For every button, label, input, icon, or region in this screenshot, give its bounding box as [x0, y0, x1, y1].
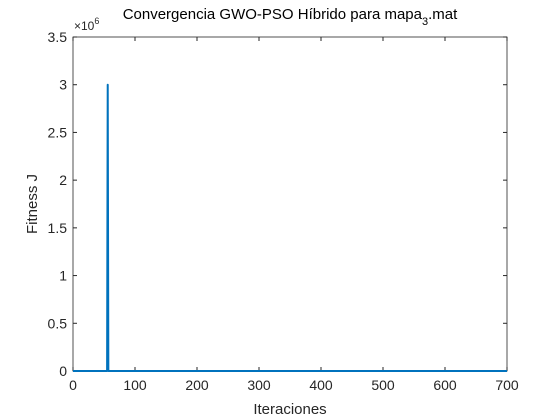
chart-title: Convergencia GWO-PSO Híbrido para mapa3.…	[123, 6, 458, 28]
y-tick-label: 2	[59, 172, 67, 188]
x-tick-label: 700	[495, 377, 519, 393]
y-tick-label: 1.5	[48, 220, 68, 236]
x-tick-label: 400	[309, 377, 333, 393]
x-tick-label: 0	[69, 377, 77, 393]
title-subscript: 3	[422, 16, 428, 28]
y-axis-label: Fitness J	[24, 174, 41, 234]
y-tick-label: 0.5	[48, 315, 68, 331]
y-exponent: ×106	[74, 16, 99, 33]
x-tick-label: 600	[433, 377, 457, 393]
x-tick-label: 300	[247, 377, 271, 393]
y-tick-label: 3	[59, 77, 67, 93]
exponent-power: 6	[94, 16, 99, 26]
x-tick-label: 100	[123, 377, 147, 393]
exponent-base: ×10	[74, 19, 95, 33]
data-line	[73, 83, 507, 372]
y-tick-label: 1	[59, 268, 67, 284]
y-tick-label: 2.5	[48, 124, 68, 140]
x-tick-label: 500	[371, 377, 395, 393]
y-tick-label: 3.5	[48, 29, 68, 45]
title-part: Convergencia GWO-PSO Híbrido para mapa	[123, 6, 423, 23]
axes-box	[72, 36, 508, 372]
title-part: .mat	[428, 6, 458, 23]
y-tick-label: 0	[59, 363, 67, 379]
x-axis-label: Iteraciones	[253, 401, 326, 418]
x-tick-label: 200	[185, 377, 209, 393]
